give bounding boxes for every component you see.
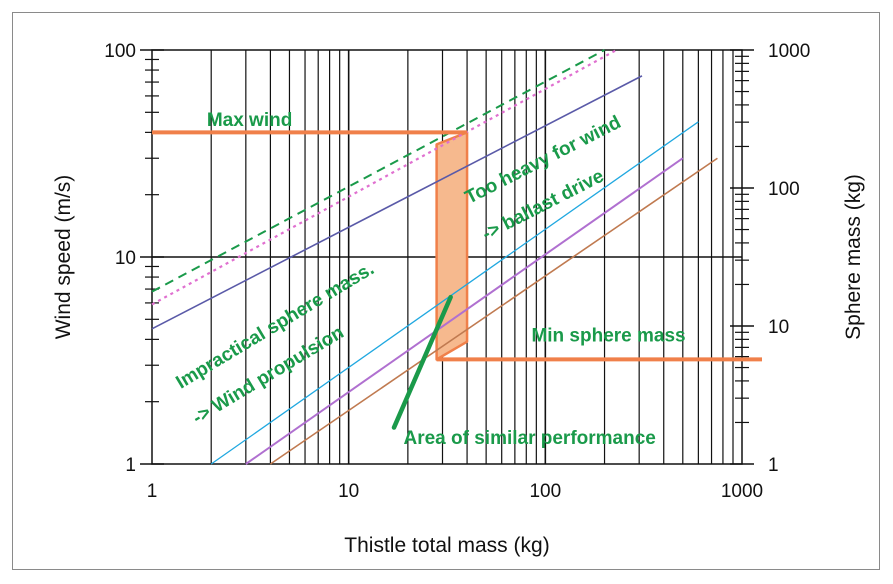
plot-border bbox=[151, 49, 743, 465]
series-layer bbox=[151, 49, 718, 465]
series-line-brown bbox=[269, 157, 718, 465]
annotation-text: Min sphere mass bbox=[531, 326, 685, 347]
shade-layer bbox=[435, 131, 469, 361]
x-tick-label: 1 bbox=[147, 481, 158, 502]
shaded-region bbox=[435, 131, 469, 361]
y2-tick-label: 1 bbox=[768, 455, 779, 476]
series-line-green-dashed bbox=[151, 49, 606, 293]
y2-axis-title: Sphere mass (kg) bbox=[842, 174, 865, 340]
y2-tick-label: 1000 bbox=[768, 41, 810, 62]
x-tick-label: 10 bbox=[338, 481, 359, 502]
annotation-text: Area of similar performance bbox=[403, 428, 655, 449]
annotation-lines bbox=[152, 130, 762, 430]
y2-tick-label: 100 bbox=[768, 179, 800, 200]
series-line-cyan bbox=[210, 121, 699, 465]
annotation-texts: Max wind Too heavy for wind-> ballast dri… bbox=[172, 110, 685, 449]
similar-performance-line bbox=[391, 294, 453, 430]
right-axis bbox=[730, 49, 754, 465]
series-line-navy bbox=[151, 75, 643, 330]
x-tick-label: 100 bbox=[529, 481, 561, 502]
x-tick-label: 1000 bbox=[721, 481, 763, 502]
y-tick-label: 10 bbox=[115, 248, 136, 269]
series-line-violet bbox=[245, 157, 684, 465]
series-line-magenta-dotted bbox=[151, 49, 618, 306]
y-axis-title: Wind speed (m/s) bbox=[52, 175, 75, 340]
x-axis-title: Thistle total mass (kg) bbox=[344, 534, 549, 557]
annotation-text: Max wind bbox=[207, 110, 293, 131]
y-tick-label: 100 bbox=[104, 41, 136, 62]
grid bbox=[140, 49, 742, 465]
y-tick-label: 1 bbox=[125, 455, 136, 476]
y2-tick-label: 10 bbox=[768, 317, 789, 338]
